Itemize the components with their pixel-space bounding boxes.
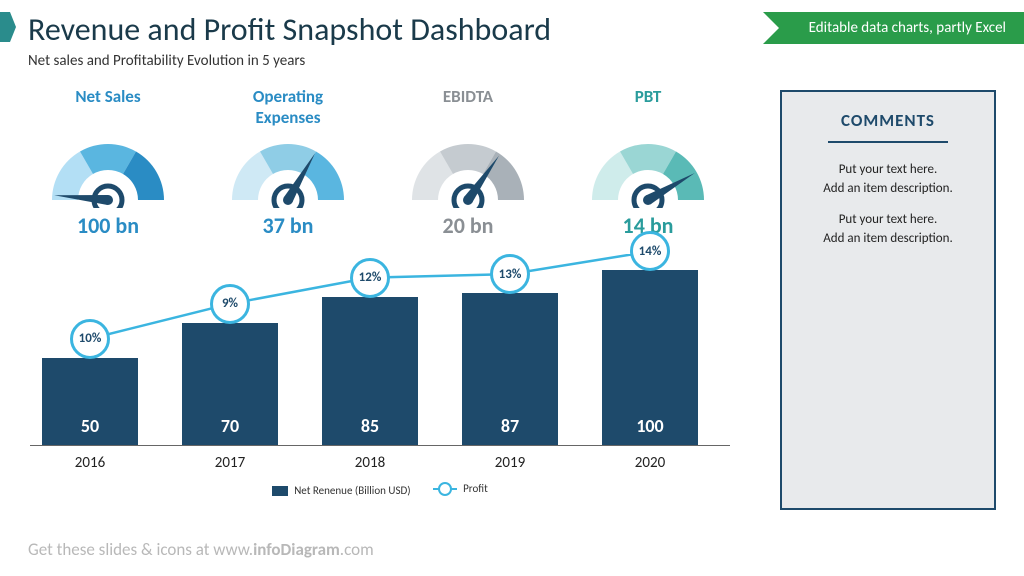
gauge-dial-icon [398, 128, 538, 208]
comments-panel: COMMENTS Put your text here.Add an item … [780, 90, 996, 510]
gauge-title: EBIDTA [388, 86, 548, 126]
page-title: Revenue and Profit Snapshot Dashboard [28, 10, 551, 49]
comments-line: Put your text here.Add an item descripti… [798, 161, 978, 199]
gauge-value: 20 bn [388, 212, 548, 239]
bar-2016: 50 [42, 358, 138, 445]
chart-legend: Net Renenue (Billion USD) Profit [30, 482, 730, 499]
line-marker: 10% [70, 319, 110, 359]
gauge-dial-icon [38, 128, 178, 208]
revenue-profit-chart: 50 70 85 87 100 2016 2017 2018 2019 2020 10% 9% 12… [30, 254, 730, 510]
comments-body: Put your text here.Add an item descripti… [798, 161, 978, 248]
x-axis-label: 2020 [602, 454, 698, 472]
legend-bar-label: Net Renenue (Billion USD) [294, 484, 410, 497]
gauge-title: PBT [568, 86, 728, 126]
line-marker: 13% [490, 254, 530, 294]
gauge-title: Net Sales [28, 86, 188, 126]
bar-2018: 85 [322, 297, 418, 445]
legend-line-label: Profit [463, 482, 488, 495]
legend-bar: Net Renenue (Billion USD) [272, 484, 410, 497]
line-marker: 12% [350, 258, 390, 298]
gauge-dial-icon [578, 128, 718, 208]
bar-2020: 100 [602, 270, 698, 445]
legend-line-marker [433, 488, 457, 490]
legend-bar-swatch [272, 486, 288, 496]
x-axis-label: 2018 [322, 454, 418, 472]
left-accent-tab [0, 12, 10, 42]
footer-prefix: Get these slides & icons at www. [28, 539, 253, 560]
footer-brand: infoDiagram [253, 539, 340, 560]
line-marker: 14% [630, 231, 670, 271]
x-axis-label: 2019 [462, 454, 558, 472]
gauge-3: PBT14 bn [568, 86, 728, 246]
footer-credit: Get these slides & icons at www.infoDiag… [28, 539, 374, 560]
bar-2017: 70 [182, 323, 278, 445]
gauge-value: 100 bn [28, 212, 188, 239]
gauge-title: OperatingExpenses [208, 86, 368, 126]
comments-divider [828, 141, 948, 143]
gauge-dial-icon [218, 128, 358, 208]
gauge-value: 37 bn [208, 212, 368, 239]
gauge-row: Net Sales 100 bn OperatingExpenses 37 bn EBI… [28, 86, 728, 246]
comments-line: Put your text here.Add an item descripti… [798, 211, 978, 249]
comments-title: COMMENTS [798, 110, 978, 131]
footer-suffix: .com [340, 539, 374, 560]
slide: Editable data charts, partly Excel Reven… [0, 0, 1024, 576]
bar-value-label: 87 [462, 415, 558, 437]
legend-line: Profit [433, 482, 488, 495]
bar-value-label: 85 [322, 415, 418, 437]
gauge-2: EBIDTA 20 bn [388, 86, 548, 246]
bar-value-label: 70 [182, 415, 278, 437]
ribbon-banner: Editable data charts, partly Excel [779, 12, 1024, 44]
line-marker: 9% [210, 284, 250, 324]
gauge-1: OperatingExpenses 37 bn [208, 86, 368, 246]
x-axis-label: 2016 [42, 454, 138, 472]
bar-2019: 87 [462, 293, 558, 445]
bar-value-label: 100 [602, 415, 698, 437]
bar-value-label: 50 [42, 415, 138, 437]
gauge-0: Net Sales 100 bn [28, 86, 188, 246]
page-subtitle: Net sales and Profitability Evolution in… [28, 52, 305, 70]
x-axis-label: 2017 [182, 454, 278, 472]
